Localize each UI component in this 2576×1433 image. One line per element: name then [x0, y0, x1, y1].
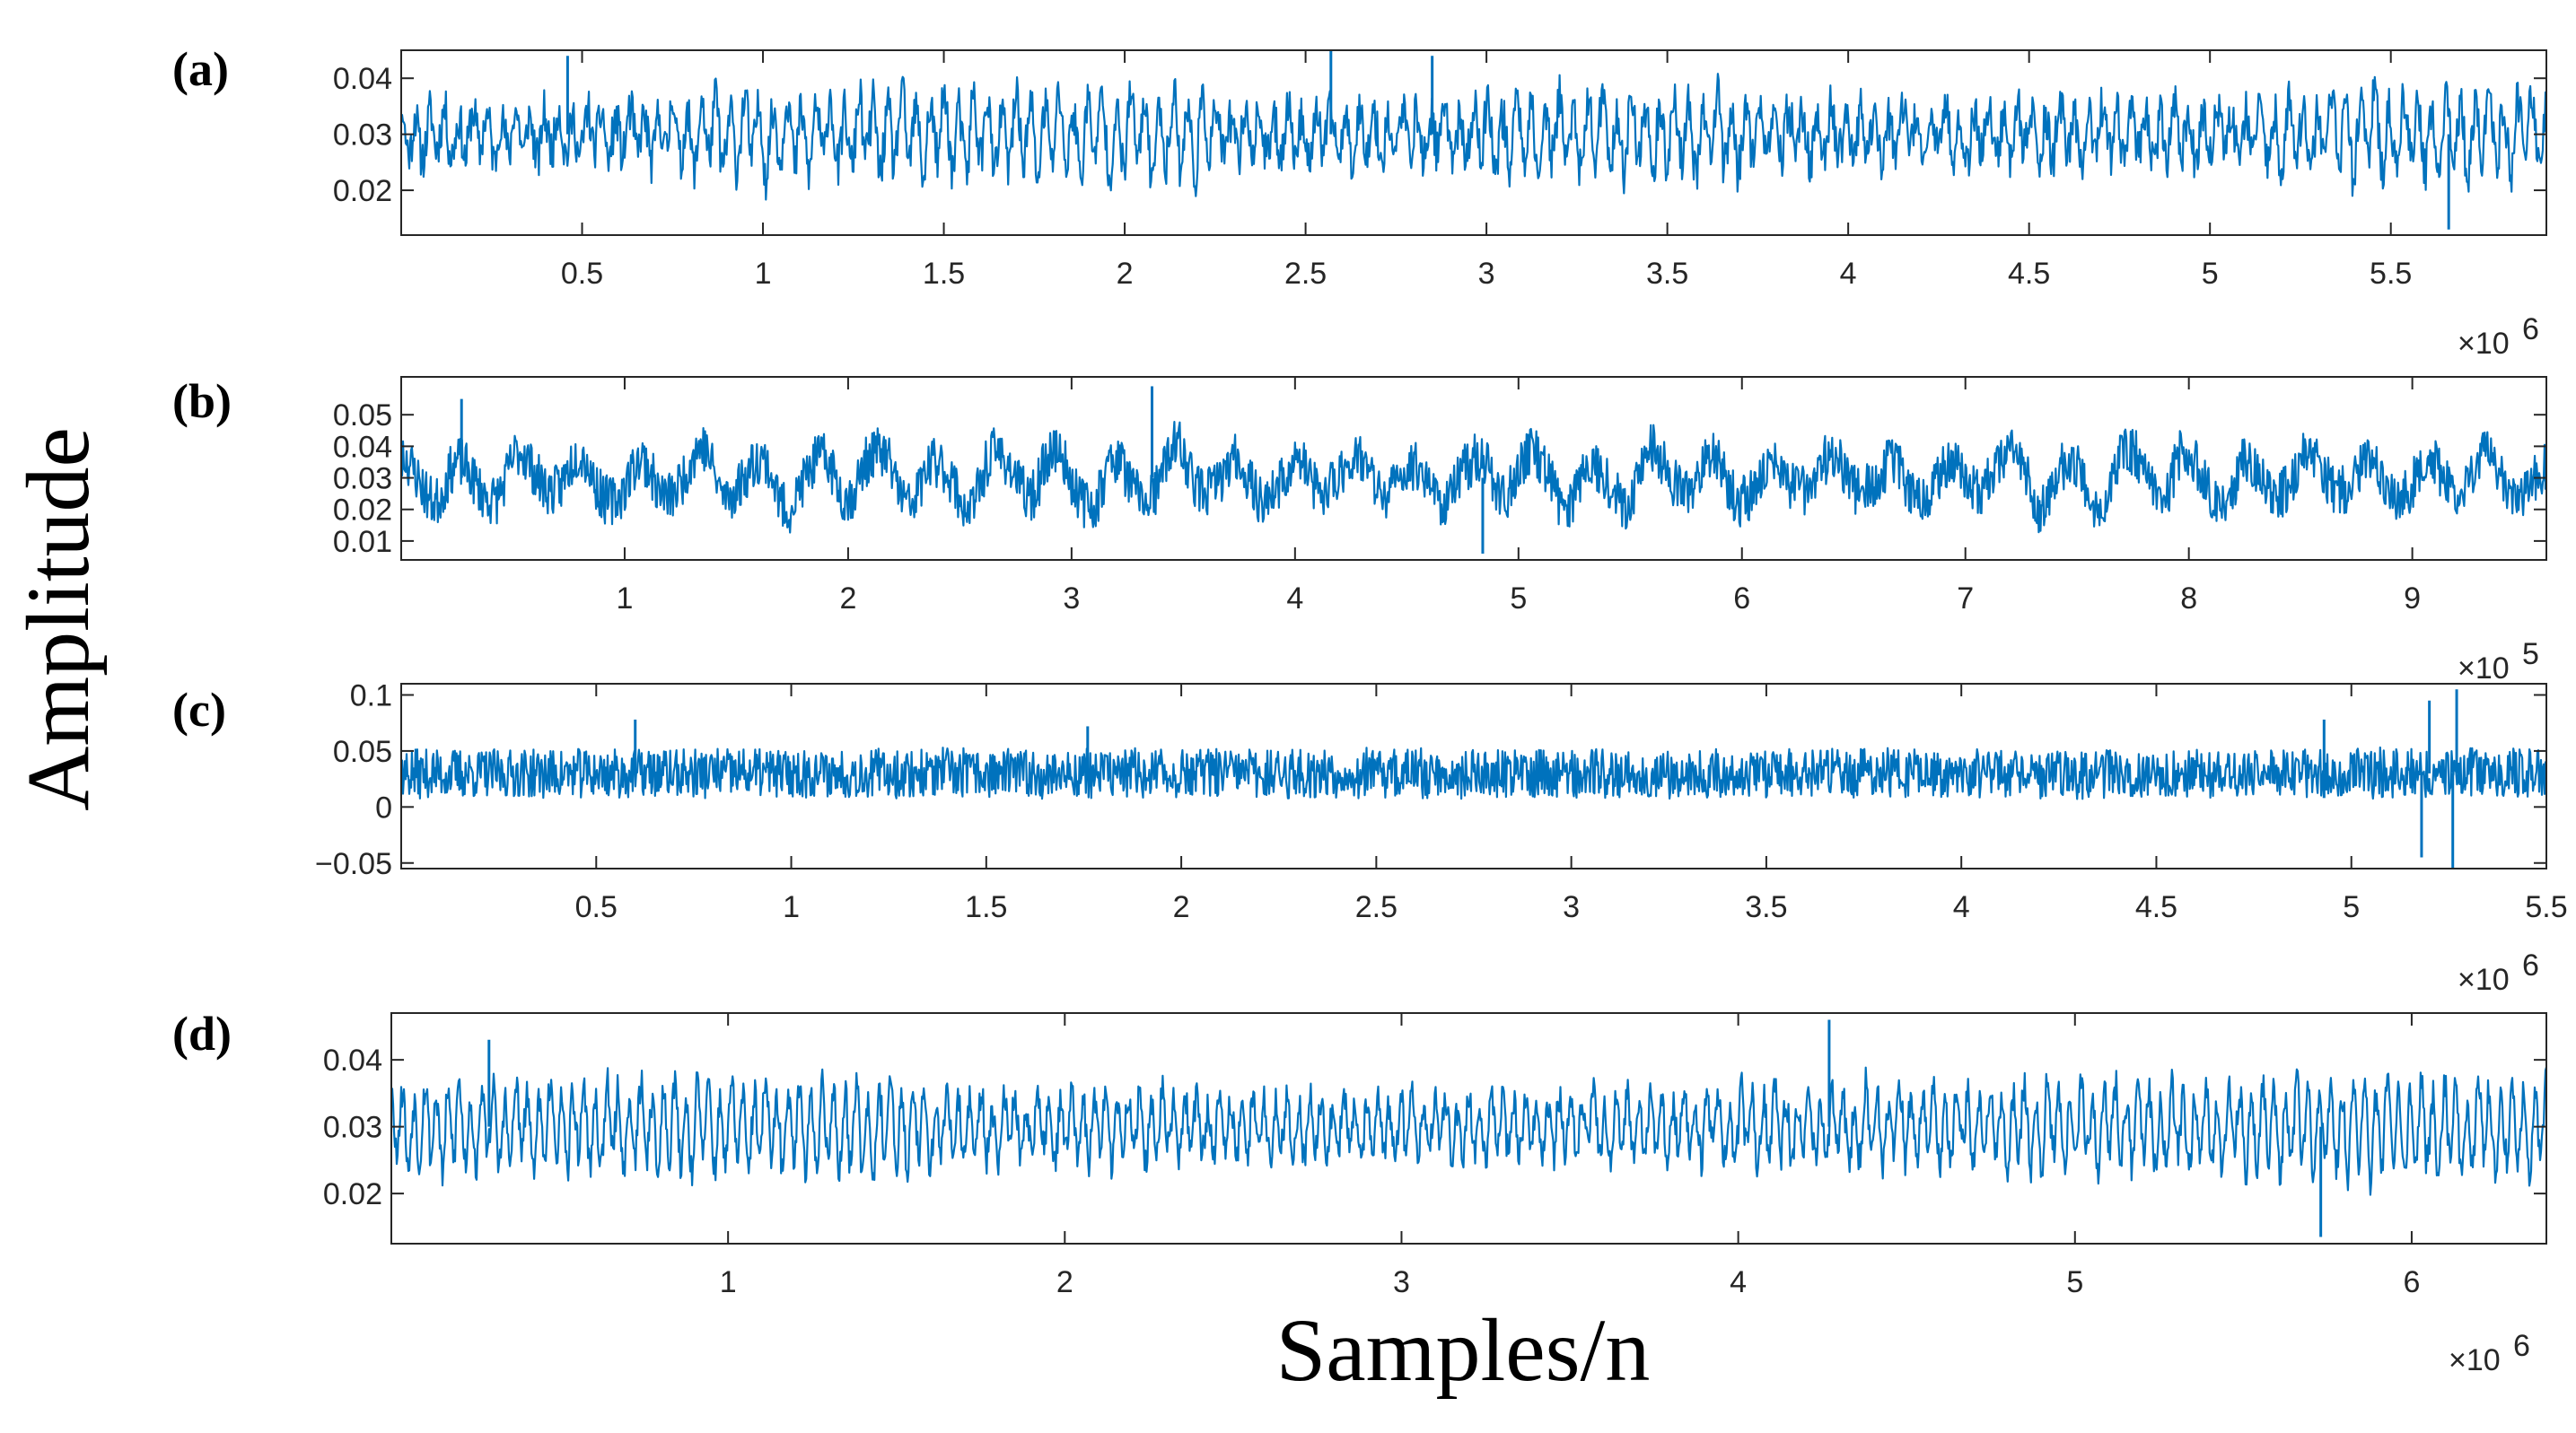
x-tick-label: 3	[1563, 890, 1580, 924]
x-tick-label: 6	[1733, 581, 1750, 616]
x-tick-label: 5.5	[2370, 257, 2412, 291]
panel-c: 0.5 1 1.5 2 2.5 3 3.5 4 4.5 5 5.5 −0.05 0 0.05 0.1 (c) ×…	[172, 678, 2568, 997]
x-tick-label: 1	[783, 890, 800, 924]
x-tick-label: 2	[839, 581, 856, 616]
x-tick-label: 1	[720, 1265, 737, 1299]
panel-label: (c)	[172, 683, 226, 737]
x-tick-label: 4	[1953, 890, 1970, 924]
x-tick-label: 7	[1957, 581, 1974, 616]
y-tick-label: 0.03	[333, 118, 392, 153]
y-tick-label: 0.02	[333, 174, 392, 208]
x-tick-label: 4	[1730, 1265, 1747, 1299]
x-tick-label: 4	[1840, 257, 1857, 291]
x-tick-label: 5.5	[2525, 890, 2567, 924]
panel-d: 1 2 3 4 5 6 0.02 0.03 0.04 (d) ×10 6	[172, 1007, 2547, 1377]
x-tick-label: 1	[755, 257, 772, 291]
panel-b: 1 2 3 4 5 6 7 8 9 0.010.020.030.040.05 (b) ×10 5	[172, 374, 2547, 686]
x-exponent-power: 6	[2522, 312, 2539, 346]
x-tick-label: 4	[1286, 581, 1303, 616]
x-tick-label: 9	[2404, 581, 2421, 616]
x-axis-title: Samples/n	[1276, 1300, 1651, 1400]
y-tick-label: −0.05	[315, 847, 392, 881]
x-exponent-power: 6	[2522, 948, 2539, 983]
y-tick-label: 0.01	[333, 525, 392, 559]
y-tick-label: 0.05	[333, 398, 392, 433]
y-tick-label: 0.05	[333, 735, 392, 769]
x-tick-label: 1.5	[965, 890, 1007, 924]
x-exponent-label: ×10	[2449, 1343, 2501, 1377]
signal-line	[391, 1066, 2546, 1196]
y-axis-title: Amplitude	[8, 427, 108, 811]
axes-box	[390, 1012, 2547, 1245]
x-tick-label: 5	[2343, 890, 2360, 924]
x-tick-label: 0.5	[561, 257, 603, 291]
x-exponent-label: ×10	[2458, 327, 2510, 361]
panels: 0.5 1 1.5 2 2.5 3 3.5 4 4.5 5 5.50.020.030.04(a)×1…	[172, 42, 2568, 1377]
x-exponent-power: 6	[2513, 1329, 2530, 1363]
x-tick-label: 2.5	[1284, 257, 1327, 291]
y-tick-label: 0.03	[323, 1111, 382, 1145]
x-tick-label: 6	[2403, 1265, 2420, 1299]
x-exponent-label: ×10	[2458, 651, 2510, 686]
x-tick-label: 8	[2180, 581, 2197, 616]
x-tick-label: 4.5	[2008, 257, 2050, 291]
signal-line	[401, 746, 2546, 800]
x-tick-label: 2	[1173, 890, 1190, 924]
y-tick-label: 0.04	[333, 430, 392, 464]
signal-line	[401, 421, 2546, 534]
y-tick-label: 0.04	[323, 1044, 382, 1078]
y-tick-label: 0.04	[333, 62, 392, 96]
x-exponent-power: 5	[2522, 637, 2539, 671]
x-tick-label: 5	[2066, 1265, 2083, 1299]
x-tick-label: 3	[1393, 1265, 1410, 1299]
x-tick-label: 1.5	[923, 257, 965, 291]
x-tick-label: 4.5	[2135, 890, 2177, 924]
signal-line	[401, 73, 2546, 201]
axes-box	[400, 683, 2547, 869]
x-tick-label: 3.5	[1745, 890, 1787, 924]
y-tick-label: 0.03	[333, 462, 392, 496]
x-tick-label: 3	[1063, 581, 1080, 616]
panel-label: (d)	[172, 1007, 232, 1061]
axes-box	[400, 49, 2547, 236]
x-tick-label: 2	[1056, 1265, 1073, 1299]
x-tick-label: 3.5	[1646, 257, 1688, 291]
x-tick-label: 3	[1478, 257, 1495, 291]
x-tick-label: 5	[2202, 257, 2219, 291]
y-tick-label: 0	[375, 791, 392, 825]
x-tick-label: 2.5	[1355, 890, 1398, 924]
y-tick-label: 0.1	[350, 678, 392, 712]
x-tick-label: 2	[1117, 257, 1134, 291]
axes-box	[400, 376, 2547, 561]
y-tick-label: 0.02	[323, 1177, 382, 1211]
panel-label: (a)	[172, 42, 229, 96]
x-tick-label: 5	[1510, 581, 1527, 616]
x-tick-label: 1	[616, 581, 633, 616]
panel-label: (b)	[172, 374, 232, 428]
x-exponent-label: ×10	[2458, 963, 2510, 997]
y-tick-label: 0.02	[333, 494, 392, 528]
panel-a: 0.5 1 1.5 2 2.5 3 3.5 4 4.5 5 5.5 0.02 0.03 0.04 (a) ×1…	[172, 42, 2547, 361]
x-tick-label: 0.5	[575, 890, 618, 924]
